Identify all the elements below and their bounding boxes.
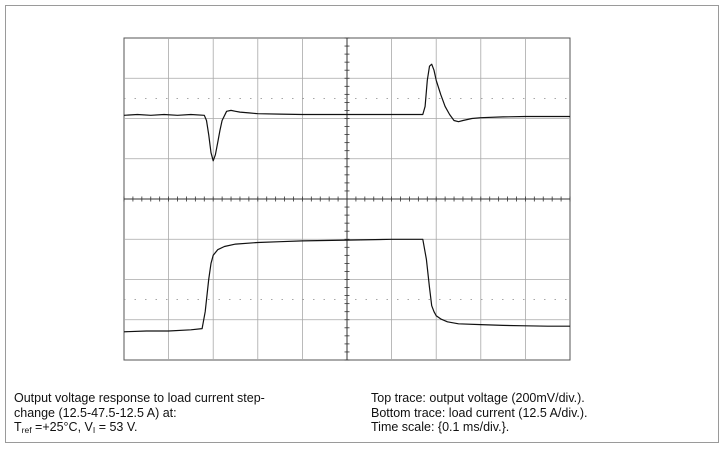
temperature-subscript: ref bbox=[21, 425, 32, 435]
caption-left-line-3: Tref =+25°C, VI = 53 V. bbox=[14, 420, 265, 435]
voltage-subscript: I bbox=[92, 425, 96, 435]
scope-center-ticks bbox=[123, 37, 571, 361]
caption-left: Output voltage response to load current … bbox=[14, 391, 265, 435]
caption-left-line-2: change (12.5-47.5-12.5 A) at: bbox=[14, 405, 177, 420]
trace-load-current bbox=[123, 238, 570, 333]
caption-right-line-1: Top trace: output voltage (200mV/div.). bbox=[371, 391, 585, 405]
figure-frame bbox=[5, 5, 719, 443]
temperature-symbol: T bbox=[14, 420, 22, 434]
caption-right-line-2: Bottom trace: load current (12.5 A/div.)… bbox=[371, 405, 588, 420]
caption-right-line-3: Time scale: {0.1 ms/div.}. bbox=[371, 420, 510, 434]
caption-left-line-1: Output voltage response to load current … bbox=[14, 391, 265, 405]
temperature-value: =+25°C, V bbox=[31, 420, 93, 434]
caption-right: Top trace: output voltage (200mV/div.). … bbox=[371, 391, 588, 435]
scope-traces bbox=[123, 63, 570, 333]
voltage-value: = 53 V. bbox=[95, 420, 138, 434]
trace-output-voltage bbox=[123, 63, 570, 162]
